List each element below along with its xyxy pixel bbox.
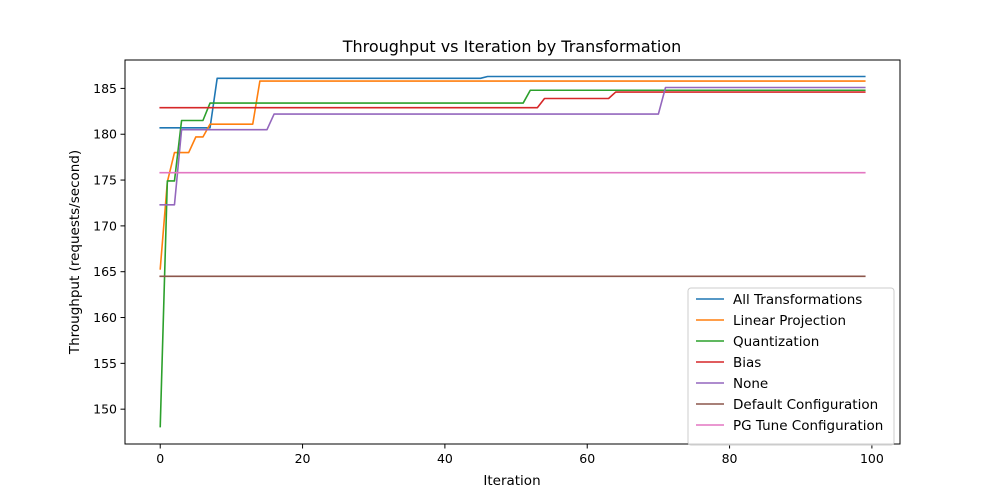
legend-label-5: Default Configuration xyxy=(733,397,878,413)
legend-label-2: Quantization xyxy=(733,334,819,350)
y-tick-label-5: 175 xyxy=(93,173,117,188)
plot-lines xyxy=(159,75,866,428)
x-tick-label-2: 40 xyxy=(437,451,453,466)
legend-label-0: All Transformations xyxy=(733,292,862,308)
legend-label-1: Linear Projection xyxy=(733,313,846,329)
y-tick-label-0: 150 xyxy=(93,402,117,417)
series-line-2 xyxy=(159,89,866,428)
legend-label-4: None xyxy=(733,376,768,392)
x-tick-label-3: 60 xyxy=(579,451,595,466)
legend-box xyxy=(687,287,895,446)
y-axis-label: Throughput (requests/second) xyxy=(67,150,83,355)
y-tick-label-3: 165 xyxy=(93,264,117,279)
y-tick-label-7: 185 xyxy=(93,81,117,96)
x-tick-label-4: 80 xyxy=(722,451,738,466)
y-tick-label-1: 155 xyxy=(93,356,117,371)
y-tick-label-6: 180 xyxy=(93,127,117,142)
legend-label-6: PG Tune Configuration xyxy=(733,418,883,434)
y-tick-label-2: 160 xyxy=(93,310,117,325)
x-tick-label-1: 20 xyxy=(295,451,311,466)
x-axis-label: Iteration xyxy=(483,473,540,489)
series-line-0 xyxy=(159,75,866,129)
x-tick-label-0: 0 xyxy=(156,451,164,466)
series-line-4 xyxy=(159,86,866,206)
chart-title: Throughput vs Iteration by Transformatio… xyxy=(342,37,682,56)
y-axis: 150 155 160 165 170 175 180 185 xyxy=(93,81,125,417)
x-tick-label-5: 100 xyxy=(860,451,884,466)
x-axis: 0 20 40 60 80 100 xyxy=(156,444,884,466)
legend-label-3: Bias xyxy=(733,355,761,371)
plot-frame xyxy=(124,59,901,445)
y-tick-label-4: 170 xyxy=(93,218,117,233)
legend: All Transformations Linear Projection Quan… xyxy=(687,287,895,446)
series-line-3 xyxy=(159,91,866,109)
